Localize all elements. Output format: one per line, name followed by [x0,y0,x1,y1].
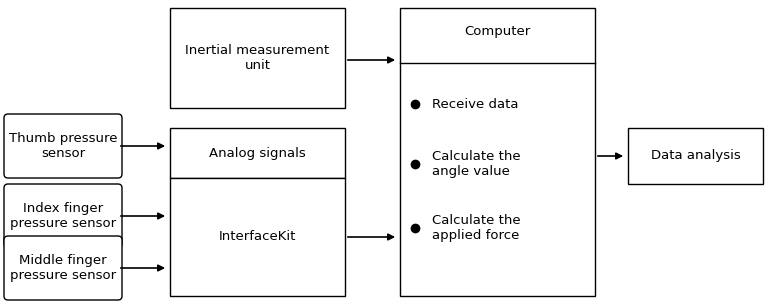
FancyBboxPatch shape [4,114,122,178]
Text: Data analysis: Data analysis [651,150,740,162]
Text: Analog signals: Analog signals [209,147,306,159]
Text: Computer: Computer [464,25,530,39]
FancyBboxPatch shape [4,236,122,300]
Text: Index finger
pressure sensor: Index finger pressure sensor [10,202,116,230]
Bar [170,128,345,178]
Text: Calculate the
angle value: Calculate the angle value [432,150,520,178]
FancyBboxPatch shape [4,184,122,248]
Bar [400,8,595,296]
Text: Inertial measurement
unit: Inertial measurement unit [186,44,330,72]
Text: Thumb pressure
sensor: Thumb pressure sensor [9,132,117,160]
Bar [628,128,763,184]
Text: Receive data: Receive data [432,98,519,110]
Text: Calculate the
applied force: Calculate the applied force [432,214,520,242]
Bar [170,178,345,296]
Text: Middle finger
pressure sensor: Middle finger pressure sensor [10,254,116,282]
Text: InterfaceKit: InterfaceKit [219,230,296,244]
Bar [170,8,345,108]
